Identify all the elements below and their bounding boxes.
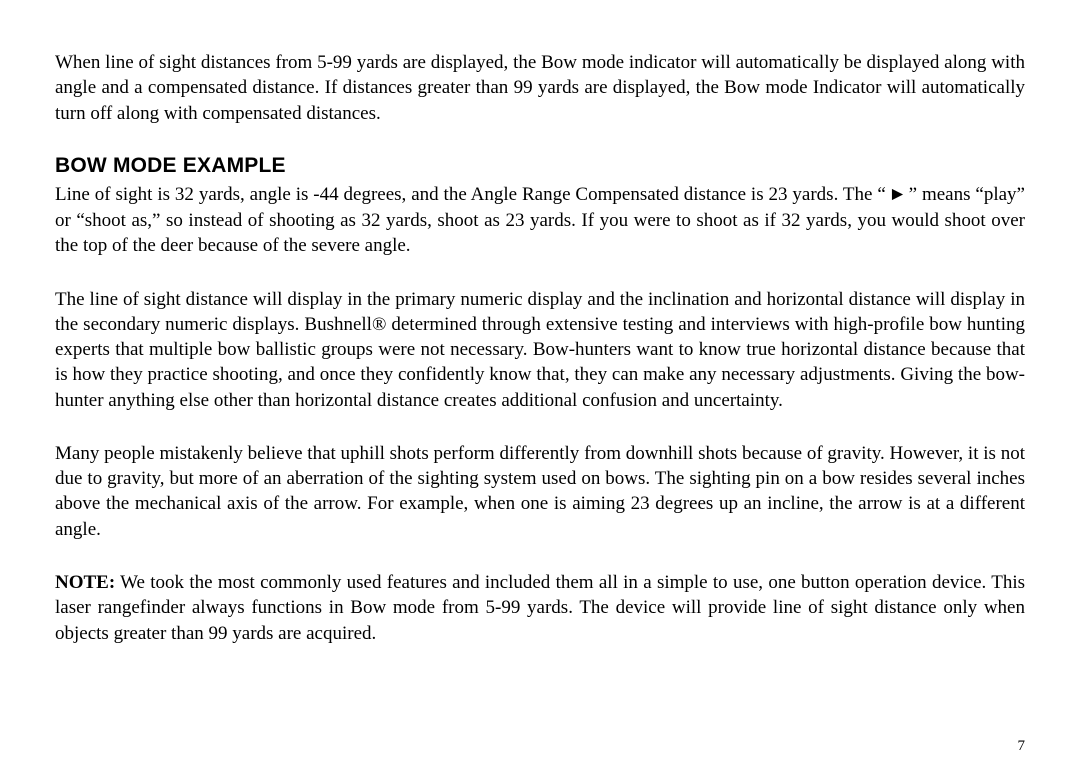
note-label: NOTE: bbox=[55, 572, 115, 593]
intro-paragraph: When line of sight distances from 5-99 y… bbox=[55, 50, 1025, 126]
note-body: We took the most commonly used features … bbox=[55, 572, 1025, 644]
play-icon bbox=[891, 183, 904, 208]
example-text-pre: Line of sight is 32 yards, angle is -44 … bbox=[55, 184, 891, 205]
example-paragraph: Line of sight is 32 yards, angle is -44 … bbox=[55, 182, 1025, 259]
section-heading: BOW MODE EXAMPLE bbox=[55, 154, 1025, 178]
los-paragraph: The line of sight distance will display … bbox=[55, 287, 1025, 413]
note-paragraph: NOTE: We took the most commonly used fea… bbox=[55, 570, 1025, 646]
page-number: 7 bbox=[1018, 738, 1026, 755]
gravity-paragraph: Many people mistakenly believe that uphi… bbox=[55, 441, 1025, 542]
manual-page: When line of sight distances from 5-99 y… bbox=[0, 0, 1080, 783]
